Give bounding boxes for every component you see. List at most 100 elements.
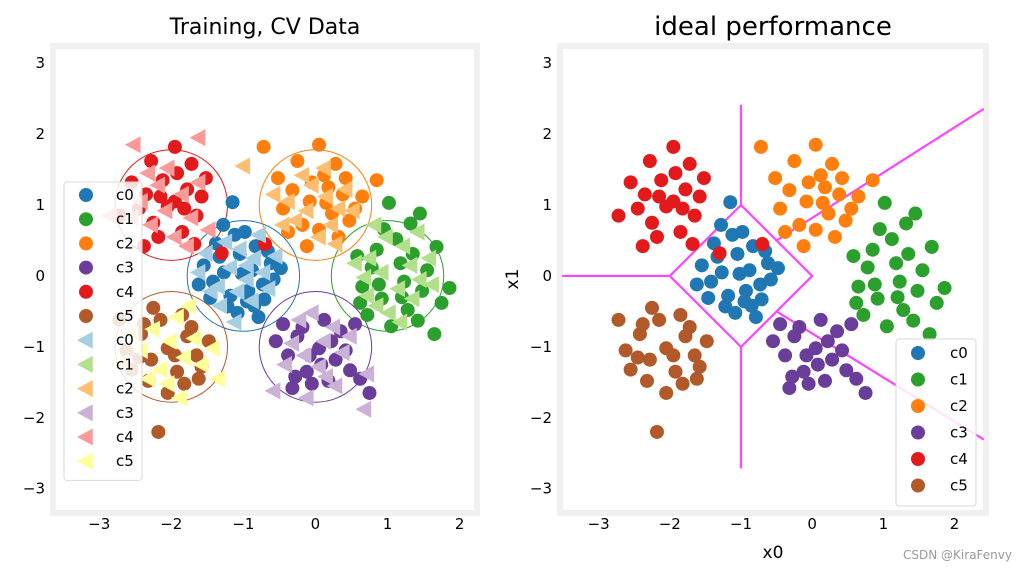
data-point-c2-cv	[297, 202, 314, 220]
right-chart-title: ideal performance	[654, 12, 892, 42]
legend-marker-c3	[911, 425, 925, 440]
data-point-c3	[766, 334, 780, 349]
data-point-c3	[785, 369, 800, 384]
legend-label: c5	[950, 477, 968, 495]
data-point-c3	[778, 348, 793, 363]
data-point-c1	[892, 274, 907, 289]
data-point-c3-cv	[358, 365, 375, 383]
data-point-c4	[687, 208, 702, 223]
legend-marker-c1	[79, 212, 93, 227]
data-point-c5	[652, 312, 667, 327]
legend-marker-c0	[911, 346, 925, 360]
left-data-points	[101, 129, 457, 439]
data-point-c5-cv	[139, 370, 155, 388]
data-point-c0-cv	[259, 280, 276, 298]
cluster-circle-c3	[258, 291, 373, 403]
data-point-c0-cv	[243, 292, 259, 310]
legend-label: c1	[950, 371, 968, 389]
data-point-c2-cv	[322, 216, 339, 234]
data-point-c5	[184, 320, 199, 335]
data-point-c3-cv	[310, 358, 326, 376]
data-point-c0-cv	[250, 226, 266, 244]
data-point-c4	[630, 201, 645, 216]
left-x-tick-label: 1	[383, 515, 393, 533]
data-point-c2-cv	[264, 185, 281, 203]
legend-marker-c1-cv	[77, 355, 93, 373]
data-point-c0	[191, 277, 206, 292]
data-point-c2-cv	[286, 212, 303, 230]
data-point-c5-cv	[204, 339, 220, 357]
legend-label: c2	[116, 234, 134, 252]
decision-boundary-line	[668, 203, 743, 278]
data-point-c1	[846, 249, 861, 264]
data-point-c1	[884, 232, 899, 247]
legend-marker-c3-cv	[77, 404, 93, 422]
data-point-c5	[177, 376, 192, 391]
data-point-c1	[889, 256, 904, 271]
data-point-c5-cv	[144, 320, 161, 338]
left-y-tick-label: −2	[23, 409, 45, 427]
left-cluster-circles	[114, 149, 445, 403]
data-point-c3-cv	[276, 356, 292, 374]
data-point-c5	[640, 373, 654, 388]
data-point-c3	[782, 381, 797, 396]
data-point-c2	[369, 173, 384, 188]
right-y-tick-label: −2	[530, 409, 552, 427]
data-point-c5	[666, 348, 681, 363]
data-point-c4	[652, 189, 667, 204]
left-y-tick-label: −1	[23, 338, 45, 356]
data-point-c0	[754, 292, 769, 307]
data-point-c1-cv	[372, 263, 389, 281]
decision-boundary-line	[668, 274, 743, 348]
data-point-c0-cv	[221, 258, 238, 276]
data-point-c0	[704, 274, 719, 289]
data-point-c2	[796, 239, 811, 254]
right-x-tick-label: −3	[588, 515, 610, 533]
data-point-c1	[381, 195, 396, 210]
data-point-c5	[170, 364, 185, 379]
data-point-c4-cv	[173, 185, 189, 203]
data-point-c2	[753, 139, 768, 154]
data-point-c3	[328, 352, 343, 367]
data-point-c3-cv	[302, 304, 319, 322]
data-point-c2	[778, 224, 793, 239]
data-point-c5	[689, 371, 704, 386]
data-point-c4-cv	[158, 159, 175, 177]
data-point-c2-cv	[279, 192, 295, 211]
data-point-c1	[394, 290, 409, 305]
data-point-c2	[338, 171, 353, 186]
data-point-c2	[821, 206, 836, 221]
data-point-c2	[827, 229, 842, 244]
data-point-c3-cv	[326, 377, 343, 395]
data-point-c1-cv	[420, 249, 437, 267]
data-point-c4	[682, 156, 697, 171]
data-point-c4	[675, 201, 690, 216]
data-point-c1	[899, 216, 914, 231]
right-y-ticks: −3 −2 −1 0 1 2 3	[530, 54, 552, 498]
data-point-c0-cv	[196, 244, 213, 262]
data-point-c4	[637, 187, 652, 202]
data-point-c1-cv	[360, 249, 377, 267]
right-y-axis-label: x1	[503, 269, 523, 290]
watermark: CSDN @KiraFenvy	[903, 548, 1012, 562]
data-point-c0	[738, 283, 753, 298]
data-point-c4	[194, 189, 209, 204]
left-x-ticks: −3 −2 −1 0 1 2	[88, 515, 464, 533]
data-point-c2-cv	[234, 157, 251, 175]
right-y-tick-label: 2	[542, 125, 552, 143]
data-point-c0-cv	[216, 233, 233, 251]
data-point-c3	[799, 348, 814, 363]
data-point-c4-cv	[149, 176, 166, 194]
data-point-c5	[611, 312, 626, 327]
data-point-c2-cv	[315, 159, 331, 177]
data-point-c4-cv	[139, 164, 155, 182]
data-point-c5	[699, 334, 714, 349]
legend-marker-c3	[79, 260, 93, 275]
data-point-c1	[412, 206, 427, 221]
data-point-c2	[815, 195, 830, 210]
data-point-c4-cv	[142, 216, 158, 234]
data-point-c5	[673, 307, 688, 322]
data-point-c1	[400, 302, 415, 317]
data-point-c2	[835, 171, 850, 186]
data-point-c2-cv	[274, 216, 290, 234]
